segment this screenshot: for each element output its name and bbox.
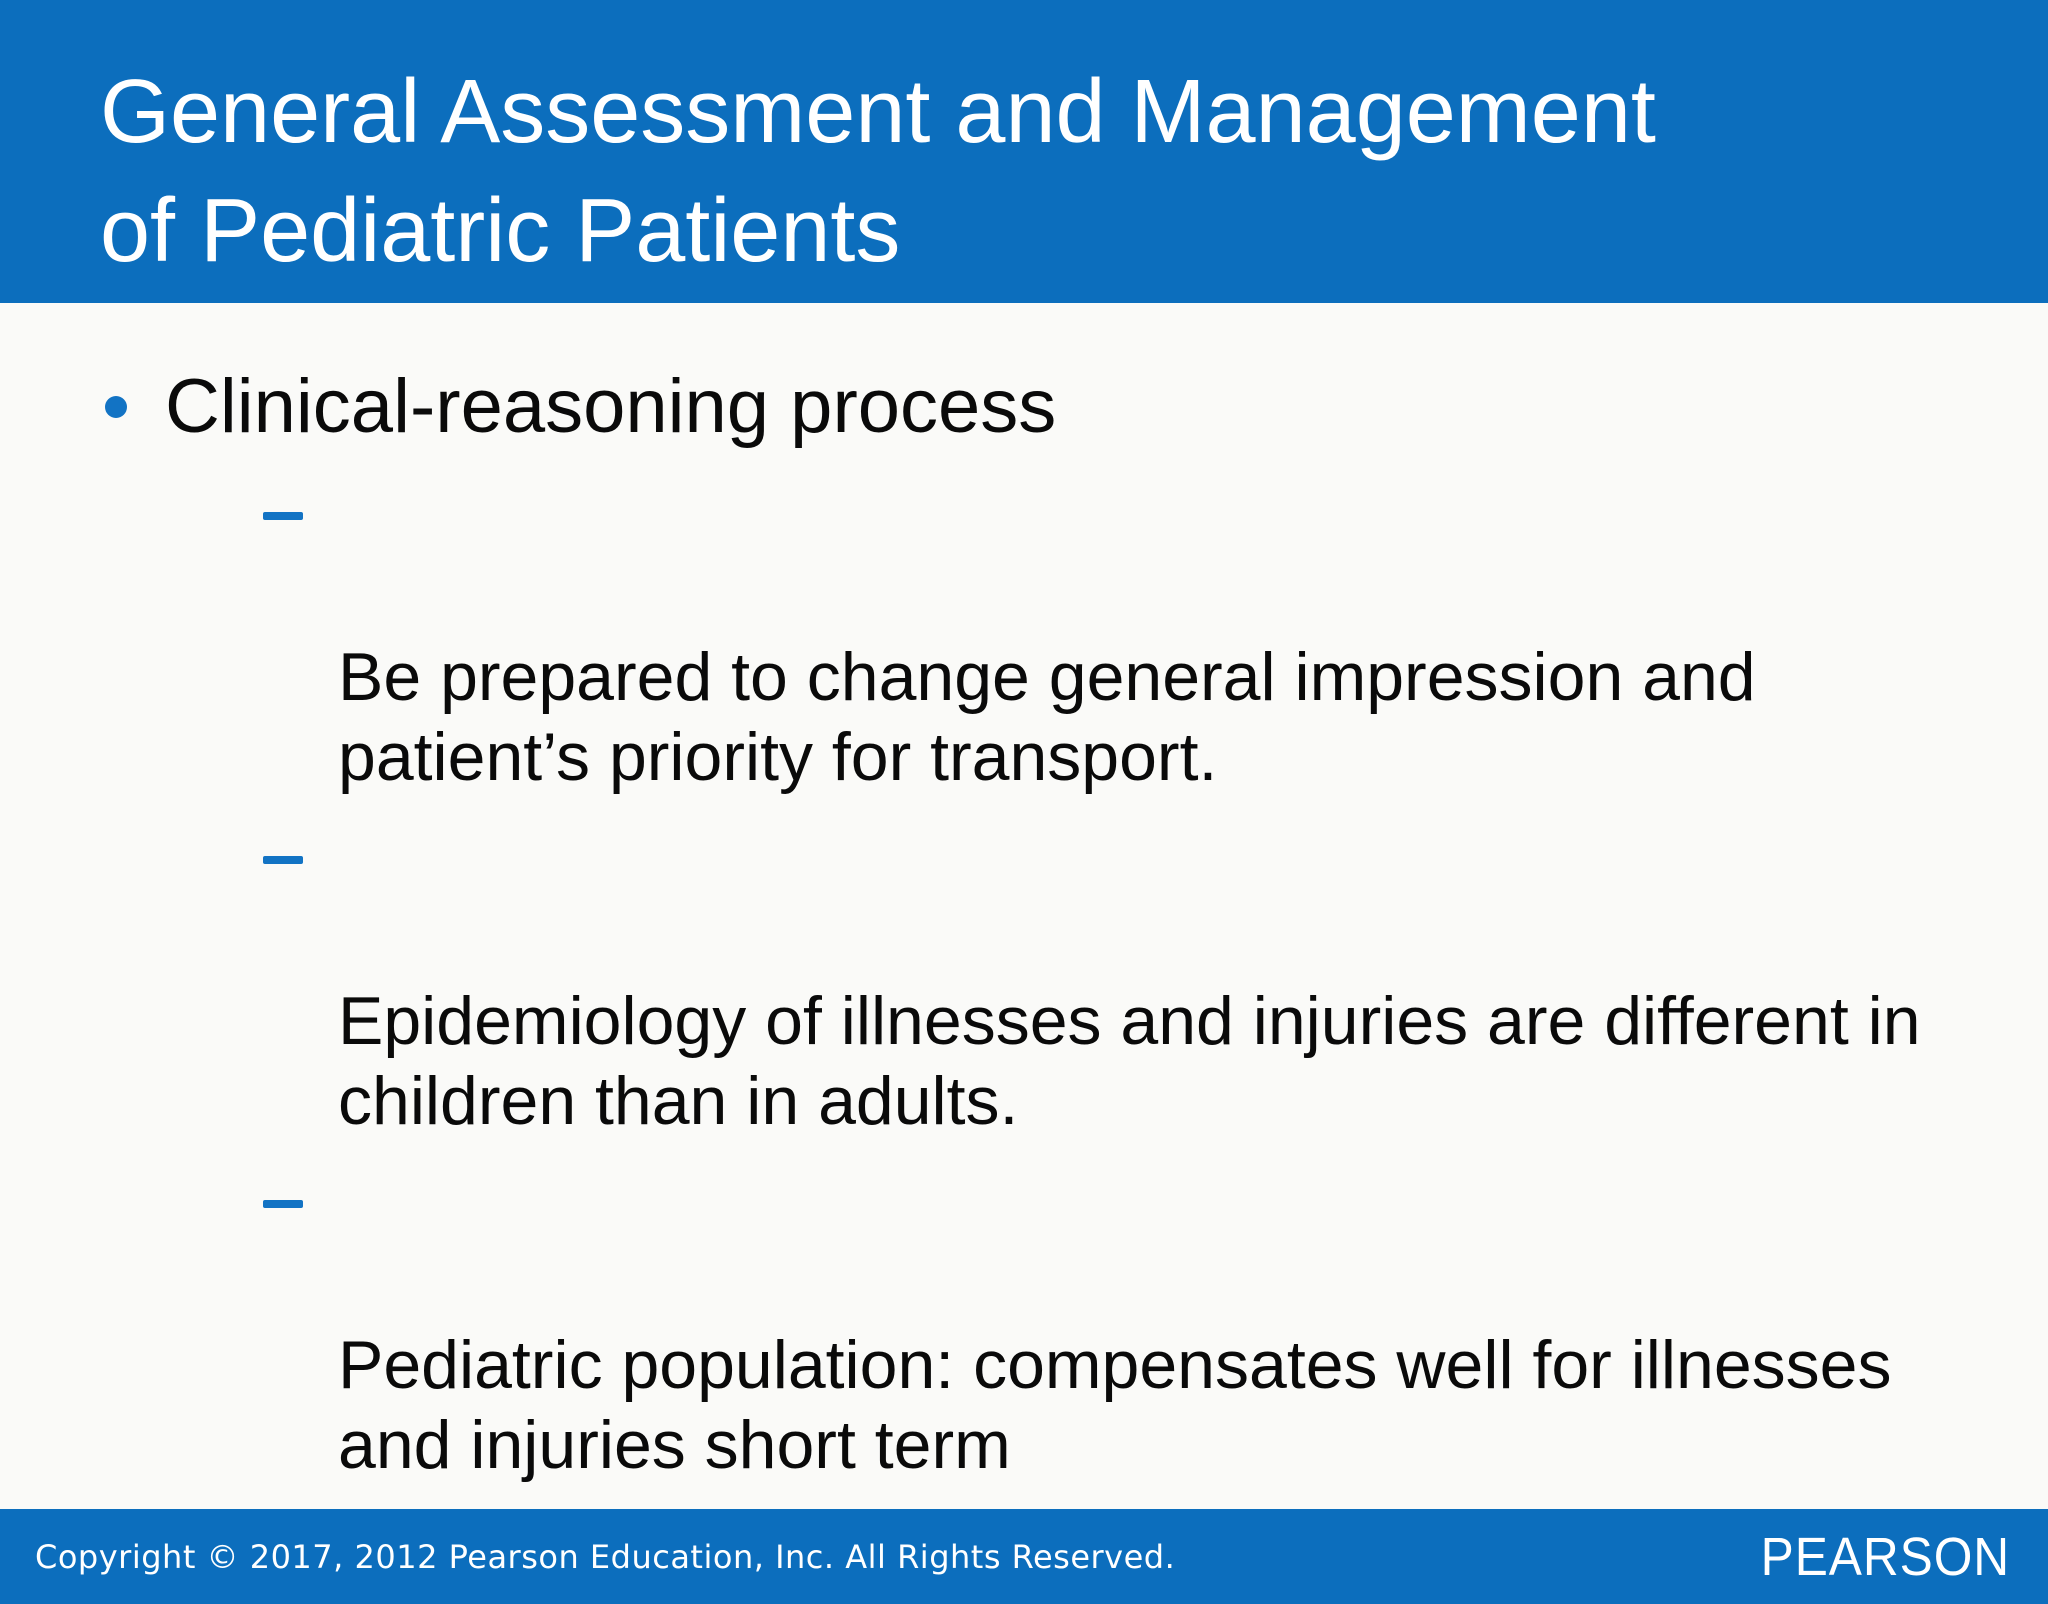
sub-bullet-text: Be prepared to change general impression… [338,639,1756,795]
bullet-list: Clinical-reasoning process Be prepared t… [105,360,1998,1485]
dash-bullet-icon [263,512,303,520]
bullet-item-label: Clinical-reasoning process [165,364,1057,449]
sub-bullet-item: Pediatric population: compensates well f… [263,1165,1998,1485]
sub-bullet-item: Epidemiology of illnesses and injuries a… [263,821,1998,1141]
copyright-text: Copyright © 2017, 2012 Pearson Education… [35,1537,1176,1576]
sub-bullet-item: Be prepared to change general impression… [263,477,1998,797]
dash-bullet-icon [263,1200,303,1208]
dash-bullet-icon [263,856,303,864]
slide-title-line-1: General Assessment and Management [100,62,1656,162]
sub-bullet-list: Be prepared to change general impression… [263,477,1998,1485]
bullet-item: Clinical-reasoning process Be prepared t… [105,360,1998,1485]
slide-title-band: General Assessment and Management of Ped… [0,0,2048,303]
pearson-logo: PEARSON [1760,1526,2010,1587]
slide-body: Clinical-reasoning process Be prepared t… [0,303,2048,1509]
slide-footer-band: Copyright © 2017, 2012 Pearson Education… [0,1509,2048,1604]
bullet-dot-icon [105,396,127,418]
slide-title-line-2: of Pediatric Patients [100,181,901,281]
sub-bullet-text: Epidemiology of illnesses and injuries a… [338,983,1921,1139]
sub-bullet-text: Pediatric population: compensates well f… [338,1327,1892,1483]
